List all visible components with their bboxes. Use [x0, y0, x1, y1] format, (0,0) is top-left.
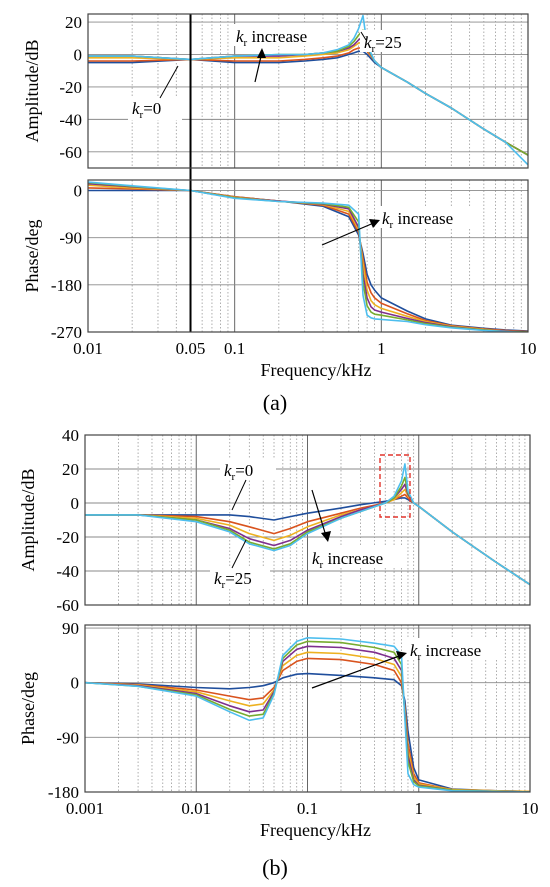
annotation-label: kr=25 — [214, 569, 252, 591]
y-axis-title: Amplitude/dB — [18, 469, 38, 572]
plot-frame — [87, 179, 529, 333]
plot-frame — [84, 434, 531, 606]
series-line-5 — [85, 640, 530, 792]
x-tick-label: 10 — [522, 799, 539, 818]
annotation-label: kr increase — [236, 27, 307, 49]
annotation-leader — [231, 479, 247, 511]
panel-a-amplitude-plot: 20 0 -20 -40 -60 Amplitude/dB kr increase kr=25… — [22, 13, 529, 180]
y-tick-label: -20 — [59, 78, 82, 97]
highlight-box — [379, 454, 411, 518]
y-tick-label: -180 — [51, 276, 82, 295]
y-tick-label: 90 — [62, 619, 79, 638]
series-line-5 — [88, 29, 528, 156]
series-line-1 — [85, 672, 530, 792]
y-tick-label: -20 — [56, 528, 79, 547]
annotation-label: kr increase — [410, 641, 481, 663]
y-axis-title: Amplitude/dB — [22, 40, 42, 143]
annotation-leader — [231, 539, 247, 569]
y-axis-title: Phase/deg — [22, 220, 42, 293]
x-tick-label: 0.001 — [66, 799, 104, 818]
annotation-label: kr increase — [382, 209, 453, 231]
annotation-background — [232, 24, 328, 46]
annotation-background — [378, 206, 474, 228]
annotation-background — [308, 546, 404, 568]
y-tick-label: -60 — [56, 596, 79, 615]
annotation-background — [406, 638, 502, 660]
annotation-arrow — [311, 654, 403, 689]
x-tick-label: 0.01 — [181, 799, 211, 818]
y-tick-label: 0 — [74, 181, 83, 200]
series-line-6 — [85, 463, 530, 586]
annotation-label: kr=0 — [132, 99, 161, 121]
x-tick-label: 1 — [415, 799, 424, 818]
x-tick-label: 10 — [520, 339, 537, 358]
annotation-label: kr increase — [312, 549, 383, 571]
series-group — [88, 14, 528, 166]
y-tick-label: -60 — [59, 143, 82, 162]
annotation-arrow — [321, 221, 377, 246]
annotation-leader — [159, 65, 179, 99]
y-tick-label: 20 — [65, 13, 82, 32]
y-tick-label: 0 — [74, 46, 83, 65]
x-tick-label: 0.05 — [176, 339, 206, 358]
annotation-arrow — [311, 489, 327, 537]
y-tick-label: 20 — [62, 460, 79, 479]
y-tick-label: -40 — [56, 562, 79, 581]
annotation-leader — [360, 31, 367, 41]
y-tick-label: -270 — [51, 323, 82, 342]
x-tick-label: 1 — [377, 339, 386, 358]
plot-frame — [87, 13, 529, 169]
y-tick-label: 40 — [62, 426, 79, 445]
x-axis-title: Frequency/kHz — [261, 360, 372, 380]
y-tick-label: 0 — [71, 674, 80, 693]
x-tick-label: 0.1 — [297, 799, 318, 818]
y-tick-label: 0 — [71, 494, 80, 513]
y-tick-label: -90 — [56, 728, 79, 747]
y-axis-title: Phase/deg — [18, 672, 38, 745]
annotation-arrowhead — [321, 531, 331, 542]
annotation-arrowhead — [257, 48, 266, 58]
series-line-3 — [85, 651, 530, 792]
series-group — [85, 463, 530, 586]
x-tick-label: 0.1 — [224, 339, 245, 358]
plot-frame — [84, 624, 531, 793]
annotation-background — [360, 30, 418, 52]
annotation-background — [210, 566, 270, 588]
series-line-4 — [88, 182, 528, 332]
panel-b-amplitude-plot: 40 20 0 -20 -40 -60 Amplitude/dB kr=0 kr=25 kr in… — [18, 426, 531, 615]
panel-b-label: (b) — [262, 855, 288, 880]
series-group — [85, 637, 530, 792]
y-tick-label: -40 — [59, 110, 82, 129]
series-group — [88, 181, 528, 332]
annotation-background — [220, 458, 276, 480]
panel-a-label: (a) — [263, 390, 287, 415]
y-tick-label: -180 — [48, 783, 79, 802]
annotation-background — [128, 98, 182, 120]
annotation-arrowhead — [369, 219, 380, 228]
annotation-arrowhead — [396, 651, 407, 660]
annotation-label: kr=25 — [364, 33, 402, 55]
series-line-6 — [85, 637, 530, 792]
annotation-label: kr=0 — [224, 461, 253, 483]
series-line-6 — [88, 181, 528, 332]
series-line-2 — [85, 657, 530, 792]
series-line-6 — [88, 14, 528, 166]
y-tick-label: -90 — [59, 229, 82, 248]
x-tick-label: 0.01 — [73, 339, 103, 358]
x-axis-title: Frequency/kHz — [260, 820, 371, 840]
